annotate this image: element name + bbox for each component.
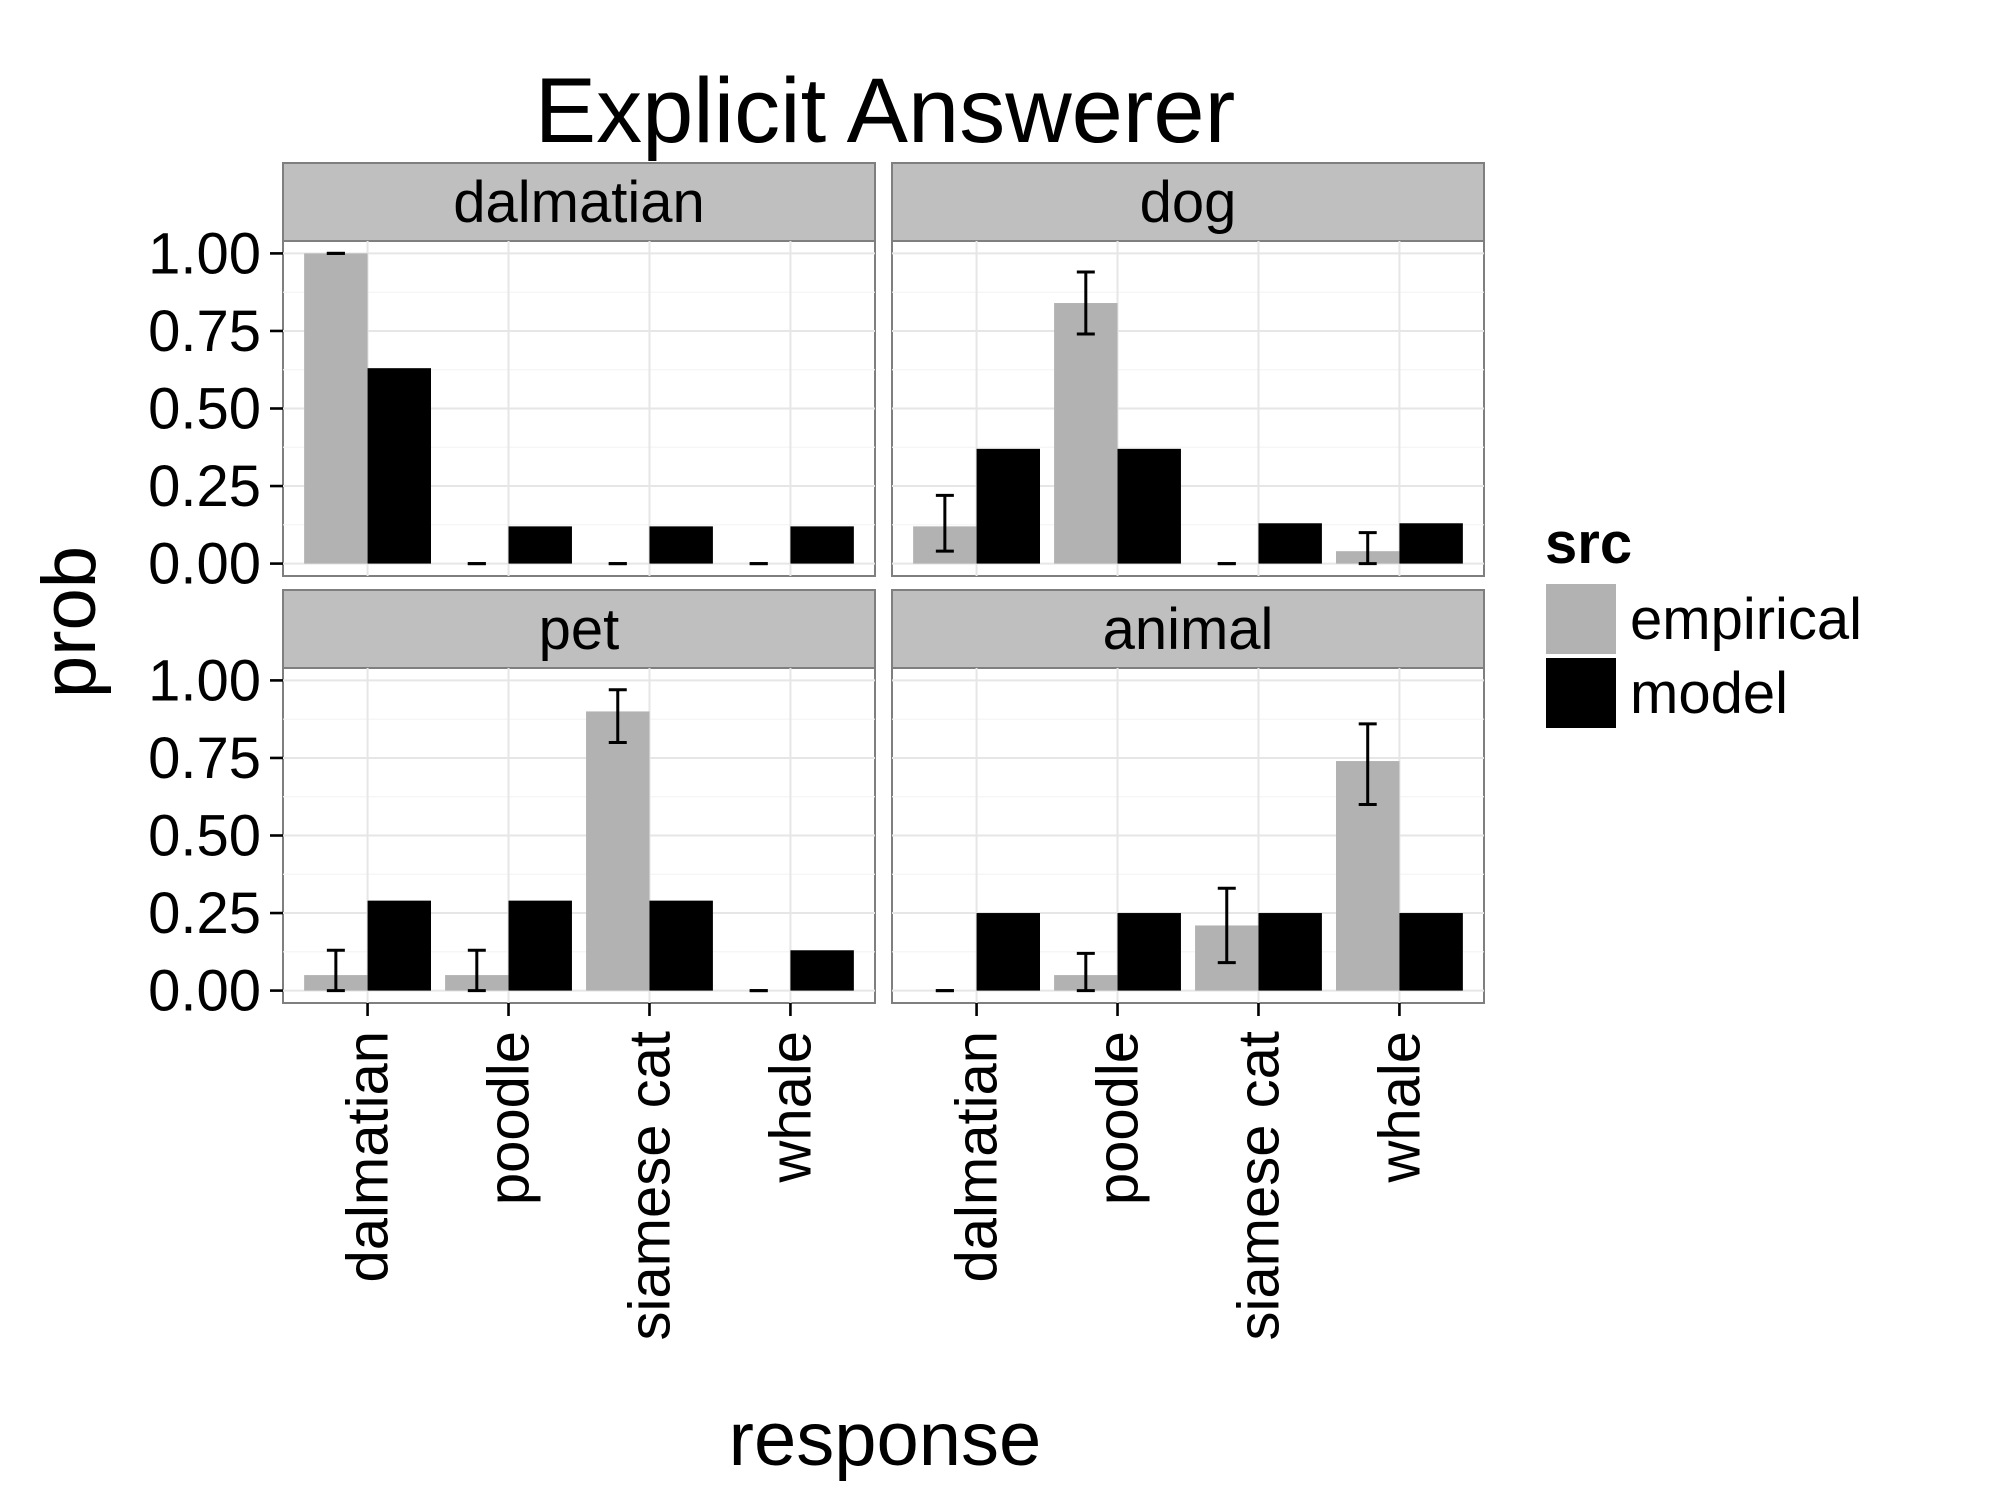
facet-panel-dog: dog [891, 162, 1485, 577]
y-tick-label: 0.50 [148, 804, 261, 869]
bar-empirical-siamese-cat [586, 711, 650, 991]
facet-panel-animal: animal [891, 589, 1485, 1004]
facet-strip [282, 589, 876, 669]
bar-model-dalmatian [976, 448, 1040, 564]
legend-key-model [1544, 656, 1618, 730]
y-tick-label: 0.00 [148, 959, 261, 1024]
facet-strip [891, 162, 1485, 242]
error-bar [1076, 951, 1095, 993]
facet-label: dalmatian [453, 170, 704, 235]
bar-model-poodle [508, 900, 572, 991]
error-bar [608, 688, 627, 744]
error-bar [467, 948, 486, 993]
y-tick-label: 1.00 [148, 221, 261, 286]
y-tick-label: 1.00 [148, 648, 261, 713]
error-bar [326, 948, 345, 993]
x-tick-label: poodle [477, 1031, 542, 1205]
bar-model-whale [790, 950, 854, 991]
bar-model-siamese-cat [1258, 523, 1322, 564]
x-tick-label: poodle [1086, 1031, 1151, 1205]
x-tick-label: siamese cat [617, 1031, 682, 1340]
facet-panel-pet: pet [282, 589, 876, 1004]
y-tick-label: 0.25 [148, 454, 261, 519]
facet-label: animal [1103, 597, 1274, 662]
facet-panel-dalmatian: dalmatian [282, 162, 876, 577]
error-bar [1217, 886, 1236, 965]
x-tick-label: whale [758, 1031, 823, 1184]
bar-model-whale [790, 526, 854, 564]
error-bar [1358, 531, 1377, 566]
error-bar [1076, 270, 1095, 336]
bar-model-siamese-cat [649, 900, 713, 991]
bar-empirical-poodle [1054, 303, 1118, 564]
legend-label-model: model [1630, 661, 1788, 726]
chart-title: Explicit Answerer [535, 60, 1235, 162]
x-axis-label: response [729, 1397, 1042, 1482]
bar-model-siamese-cat [1258, 913, 1322, 991]
y-tick-label: 0.75 [148, 726, 261, 791]
bar-model-dalmatian [367, 900, 431, 991]
y-tick-label: 0.75 [148, 299, 261, 364]
x-tick-label: whale [1367, 1031, 1432, 1184]
legend-label-empirical: empirical [1630, 587, 1862, 652]
axes: 0.00 0.25 0.50 0.75 1.00 0.00 0.25 0.50 0.75 1.00… [148, 221, 1432, 1340]
facet-label: dog [1140, 170, 1237, 235]
x-tick-label: dalmatian [945, 1031, 1010, 1282]
facet-label: pet [539, 597, 620, 662]
bar-model-poodle [508, 526, 572, 564]
bar-model-whale [1399, 913, 1463, 991]
legend-key-empirical [1544, 582, 1618, 656]
facet-strip [891, 589, 1485, 669]
bar-model-poodle [1117, 913, 1181, 991]
y-axis-label: prob [27, 546, 112, 698]
facet-panels: dalmatian dog pet animal [282, 162, 1485, 1004]
bar-model-poodle [1117, 448, 1181, 564]
legend: src empirical model [1544, 511, 1862, 730]
y-tick-label: 0.50 [148, 377, 261, 442]
x-tick-label: dalmatian [336, 1031, 401, 1282]
bar-model-whale [1399, 523, 1463, 564]
bar-model-dalmatian [976, 913, 1040, 991]
error-bar [935, 493, 954, 553]
y-tick-label: 0.00 [148, 532, 261, 597]
bar-model-siamese-cat [649, 526, 713, 564]
facet-strip [282, 162, 876, 242]
bar-model-dalmatian [367, 368, 431, 564]
legend-title: src [1545, 511, 1632, 576]
x-tick-label: siamese cat [1226, 1031, 1291, 1340]
y-tick-label: 0.25 [148, 881, 261, 946]
bar-empirical-dalmatian [304, 253, 368, 564]
error-bar [1358, 722, 1377, 806]
